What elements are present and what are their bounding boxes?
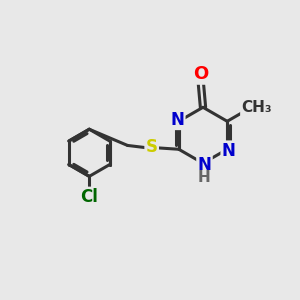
Text: H: H [197, 170, 210, 185]
Text: N: N [170, 111, 184, 129]
Text: N: N [197, 156, 212, 174]
Text: N: N [222, 142, 236, 160]
Text: CH₃: CH₃ [242, 100, 272, 115]
Text: S: S [146, 138, 158, 156]
Text: O: O [193, 65, 208, 83]
Text: Cl: Cl [80, 188, 98, 206]
